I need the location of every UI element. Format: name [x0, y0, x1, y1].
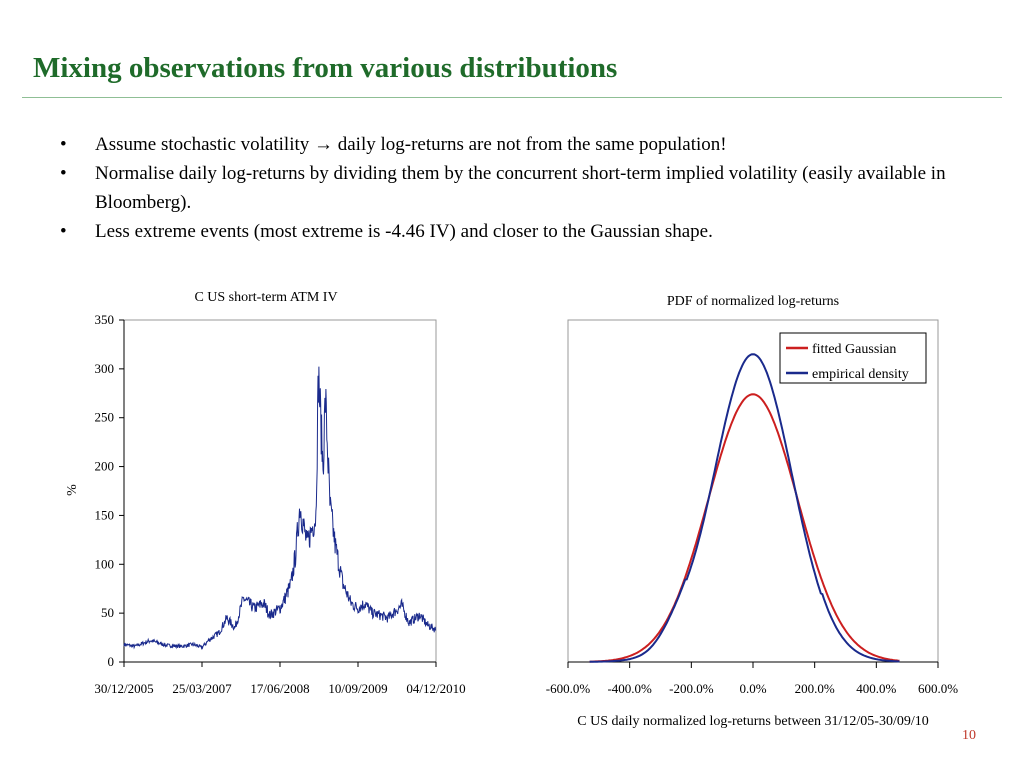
iv-series-line	[123, 366, 437, 651]
iv-chart-x-tick-label: 04/12/2010	[406, 681, 465, 696]
iv-chart-y-tick-label: 350	[95, 312, 115, 327]
pdf-chart-x-tick-label: -400.0%	[607, 681, 652, 696]
iv-chart-y-tick-label: 300	[95, 361, 115, 376]
iv-chart: C US short-term ATM IV % 0 50 100 150 200 250…	[65, 290, 466, 696]
bullet-dot-icon: •	[60, 163, 67, 184]
pdf-chart-legend: fitted Gaussian empirical density	[779, 332, 927, 384]
bullet-text: Less extreme events (most extreme is -4.…	[95, 221, 713, 242]
pdf-chart-x-tick-label: 400.0%	[856, 681, 896, 696]
iv-chart-y-tick-label: 250	[95, 410, 115, 425]
pdf-empirical-curve	[589, 353, 900, 663]
bullet-list: • Assume stochastic volatility → daily lo…	[60, 130, 990, 246]
iv-chart-y-tick-label: 50	[101, 605, 114, 620]
bullet-item: • Less extreme events (most extreme is -4…	[60, 217, 990, 246]
bullet-text: Normalise daily log-returns by dividing …	[95, 163, 946, 213]
bullet-item: • Normalise daily log-returns by dividing…	[60, 159, 990, 217]
pdf-chart-title: PDF of normalized log-returns	[667, 294, 839, 309]
title-divider	[22, 97, 1002, 98]
iv-chart-y-tick-label: 200	[95, 459, 115, 474]
slide-title: Mixing observations from various distrib…	[33, 52, 618, 84]
pdf-chart: PDF of normalized log-returns C US daily…	[546, 294, 958, 729]
page-number: 10	[962, 728, 976, 743]
iv-chart-y-tick-label: 0	[108, 654, 115, 669]
iv-chart-y-tick-label: 100	[95, 556, 115, 571]
legend-gaussian-label: fitted Gaussian	[812, 342, 896, 357]
pdf-chart-x-tick-label: 200.0%	[795, 681, 835, 696]
iv-chart-x-tick-label: 25/03/2007	[172, 681, 232, 696]
pdf-chart-x-tick-label: -200.0%	[669, 681, 714, 696]
pdf-chart-x-tick-label: 0.0%	[739, 681, 766, 696]
iv-chart-x-tick-label: 10/09/2009	[328, 681, 387, 696]
iv-chart-x-tick-label: 17/06/2008	[250, 681, 309, 696]
legend-box	[779, 332, 927, 384]
legend-empirical-label: empirical density	[812, 367, 909, 382]
bullet-dot-icon: •	[60, 221, 67, 242]
iv-chart-y-tick-label: 150	[95, 507, 115, 522]
bullet-item: • Assume stochastic volatility → daily lo…	[60, 130, 990, 159]
pdf-chart-x-tick-label: -600.0%	[546, 681, 591, 696]
iv-chart-x-tick-label: 30/12/2005	[94, 681, 153, 696]
pdf-chart-x-axis-label: C US daily normalized log-returns betwee…	[577, 714, 929, 729]
pdf-gaussian-curve	[589, 393, 900, 663]
iv-chart-title: C US short-term ATM IV	[194, 290, 337, 305]
pdf-chart-x-tick-label: 600.0%	[918, 681, 958, 696]
bullet-dot-icon: •	[60, 134, 67, 155]
bullet-text: Assume stochastic volatility → daily log…	[95, 134, 727, 155]
iv-chart-y-axis-label: %	[65, 484, 80, 496]
